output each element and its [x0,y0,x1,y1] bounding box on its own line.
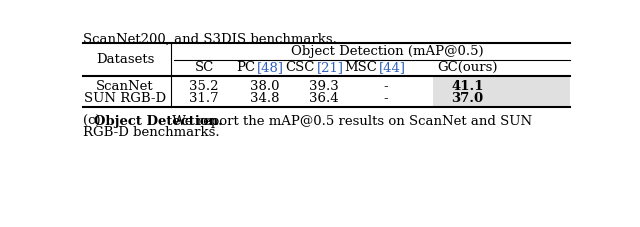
Text: 31.7: 31.7 [189,92,219,105]
Text: SUN RGB-D: SUN RGB-D [84,92,166,105]
Text: PC: PC [236,61,255,74]
Text: CSC: CSC [285,61,315,74]
Text: Datasets: Datasets [96,53,154,66]
Text: 37.0: 37.0 [451,92,484,105]
Text: 39.3: 39.3 [309,80,339,93]
Text: 36.4: 36.4 [309,92,339,105]
Text: RGB-D benchmarks.: RGB-D benchmarks. [83,126,220,139]
Text: [48]: [48] [257,61,284,74]
Text: -: - [384,92,388,105]
Text: SC: SC [195,61,214,74]
Text: 35.2: 35.2 [189,80,219,93]
Text: 38.0: 38.0 [250,80,279,93]
Text: GC(ours): GC(ours) [437,61,498,74]
Bar [433,76,570,107]
Text: [44]: [44] [378,61,405,74]
Text: (c): (c) [83,115,105,128]
Text: 34.8: 34.8 [250,92,279,105]
Text: [21]: [21] [316,61,344,74]
Text: We report the mAP@0.5 results on ScanNet and SUN: We report the mAP@0.5 results on ScanNet… [168,115,532,128]
Text: ScanNet: ScanNet [96,80,154,93]
Text: Object Detection (mAP@0.5): Object Detection (mAP@0.5) [291,45,483,58]
Text: ScanNet200, and S3DIS benchmarks.: ScanNet200, and S3DIS benchmarks. [83,33,337,46]
Text: MSC: MSC [344,61,377,74]
Text: -: - [384,80,388,93]
Text: 41.1: 41.1 [451,80,484,93]
Text: Object Detection.: Object Detection. [94,115,223,128]
